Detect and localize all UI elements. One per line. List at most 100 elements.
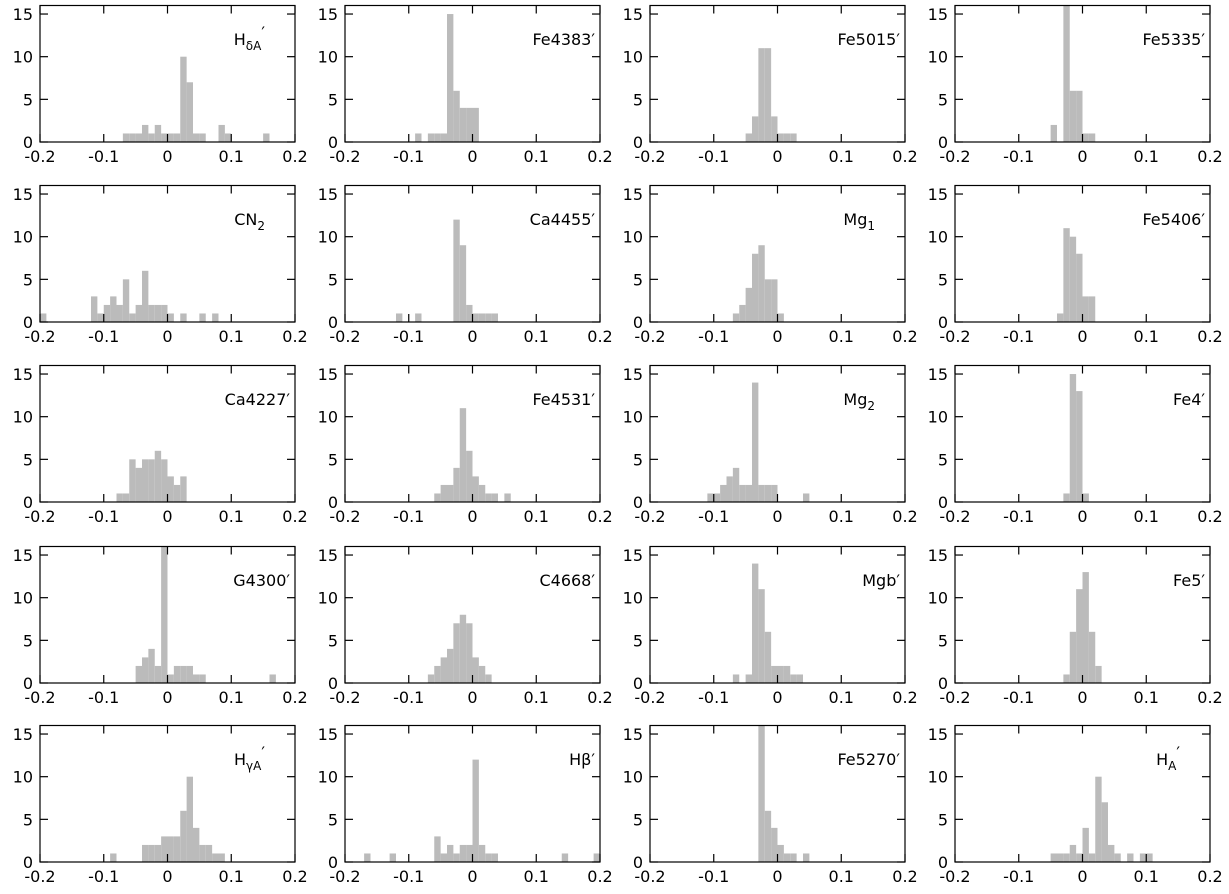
y-tick-label: 5 bbox=[938, 90, 948, 109]
y-tick-label: 5 bbox=[633, 270, 643, 289]
x-tick-label: -0.2 bbox=[939, 327, 970, 346]
bar bbox=[758, 589, 765, 683]
bar bbox=[777, 133, 784, 142]
y-tick-label: 5 bbox=[938, 270, 948, 289]
bar bbox=[434, 133, 441, 142]
bar bbox=[199, 313, 206, 322]
y-tick-label: 15 bbox=[13, 725, 33, 744]
bar bbox=[415, 313, 422, 322]
bar bbox=[154, 304, 162, 322]
x-tick-label: 0.1 bbox=[524, 507, 549, 526]
panel-label: Fe5015′ bbox=[837, 30, 900, 49]
y-tick-label: 5 bbox=[328, 631, 338, 650]
bar bbox=[1082, 296, 1089, 322]
bar bbox=[1088, 853, 1096, 862]
bar bbox=[504, 493, 511, 502]
bar bbox=[485, 313, 492, 322]
histogram-panel: 0 5 10 15 -0.2 -0.1 0 0.1 0.2 Mg1 bbox=[623, 184, 918, 346]
bar bbox=[180, 313, 187, 322]
bar bbox=[1069, 631, 1077, 683]
bar bbox=[1082, 572, 1089, 683]
bar bbox=[212, 313, 219, 322]
bar bbox=[154, 450, 162, 502]
y-tick-label: 0 bbox=[328, 674, 338, 693]
x-tick-label: -0.2 bbox=[329, 147, 360, 166]
x-tick-label: 0 bbox=[1077, 688, 1087, 707]
y-tick-label: 10 bbox=[318, 228, 338, 247]
panel-label: HγA′ bbox=[234, 743, 265, 773]
bar bbox=[1076, 253, 1083, 322]
bar bbox=[91, 296, 98, 322]
y-tick-label: 0 bbox=[23, 133, 33, 152]
label-main: H bbox=[234, 30, 246, 49]
label-main: CN bbox=[234, 210, 257, 229]
bar bbox=[135, 133, 142, 142]
bar bbox=[752, 253, 759, 322]
x-tick-label: 0 bbox=[1077, 327, 1087, 346]
bar bbox=[472, 313, 479, 322]
bar bbox=[713, 493, 721, 502]
y-tick-label: 10 bbox=[928, 589, 948, 608]
label-sub: 2 bbox=[257, 219, 265, 233]
bar bbox=[745, 484, 752, 502]
histogram-panel: 0 5 10 15 -0.2 -0.1 0 0.1 0.2 C4668′ bbox=[318, 545, 613, 707]
bar bbox=[180, 665, 187, 683]
bar bbox=[1069, 236, 1077, 322]
x-tick-label: -0.2 bbox=[329, 507, 360, 526]
y-tick-label: 10 bbox=[13, 48, 33, 67]
label-main: H bbox=[234, 750, 246, 769]
bar bbox=[777, 313, 784, 322]
y-tick-label: 5 bbox=[23, 631, 33, 650]
bar bbox=[478, 665, 486, 683]
x-tick-label: -0.1 bbox=[393, 147, 424, 166]
bar bbox=[148, 459, 155, 502]
y-tick-label: 15 bbox=[13, 365, 33, 384]
histogram-panel: 0 5 10 15 -0.2 -0.1 0 0.1 0.2 G4300′ bbox=[13, 545, 308, 707]
x-tick-label: 0 bbox=[1077, 147, 1087, 166]
x-tick-label: 0 bbox=[162, 867, 172, 886]
y-tick-label: 0 bbox=[938, 674, 948, 693]
bar bbox=[1088, 631, 1096, 683]
y-tick-label: 5 bbox=[633, 90, 643, 109]
bar bbox=[758, 484, 765, 502]
bar bbox=[803, 493, 810, 502]
bar bbox=[593, 853, 600, 862]
x-tick-label: 0.1 bbox=[219, 507, 244, 526]
y-tick-label: 0 bbox=[328, 133, 338, 152]
label-sub: 1 bbox=[867, 219, 875, 233]
x-tick-label: 0.2 bbox=[282, 867, 307, 886]
x-tick-label: 0.2 bbox=[587, 867, 612, 886]
bar bbox=[186, 82, 193, 142]
axes-frame bbox=[649, 545, 906, 684]
y-tick-label: 10 bbox=[623, 408, 643, 427]
histogram-panel: 0 5 10 15 -0.2 -0.1 0 0.1 0.2 Ca4455′ bbox=[318, 184, 613, 346]
y-tick-label: 0 bbox=[633, 674, 643, 693]
bar bbox=[720, 484, 727, 502]
bar bbox=[1063, 493, 1070, 502]
y-tick-label: 10 bbox=[928, 228, 948, 247]
y-tick-label: 10 bbox=[623, 589, 643, 608]
histogram-panel: 0 5 10 15 -0.2 -0.1 0 0.1 0.2 Fe5′ bbox=[928, 545, 1223, 707]
x-tick-label: 0.2 bbox=[587, 507, 612, 526]
bar bbox=[764, 48, 772, 142]
y-tick-label: 15 bbox=[928, 546, 948, 565]
bar bbox=[148, 133, 155, 142]
x-tick-label: 0 bbox=[162, 507, 172, 526]
bar bbox=[783, 665, 791, 683]
x-tick-label: 0 bbox=[162, 688, 172, 707]
bar bbox=[771, 484, 778, 502]
y-tick-label: 0 bbox=[23, 674, 33, 693]
y-tick-label: 0 bbox=[328, 313, 338, 332]
bar bbox=[758, 245, 765, 322]
bar bbox=[745, 287, 752, 322]
bar bbox=[142, 844, 149, 862]
x-tick-label: -0.1 bbox=[698, 867, 729, 886]
y-tick-label: 5 bbox=[633, 631, 643, 650]
bar bbox=[167, 313, 174, 322]
x-tick-label: 0.2 bbox=[1197, 147, 1222, 166]
panel-label: Fe5270′ bbox=[837, 750, 900, 769]
bar bbox=[764, 279, 772, 322]
y-tick-label: 10 bbox=[928, 768, 948, 787]
bar bbox=[427, 133, 435, 142]
